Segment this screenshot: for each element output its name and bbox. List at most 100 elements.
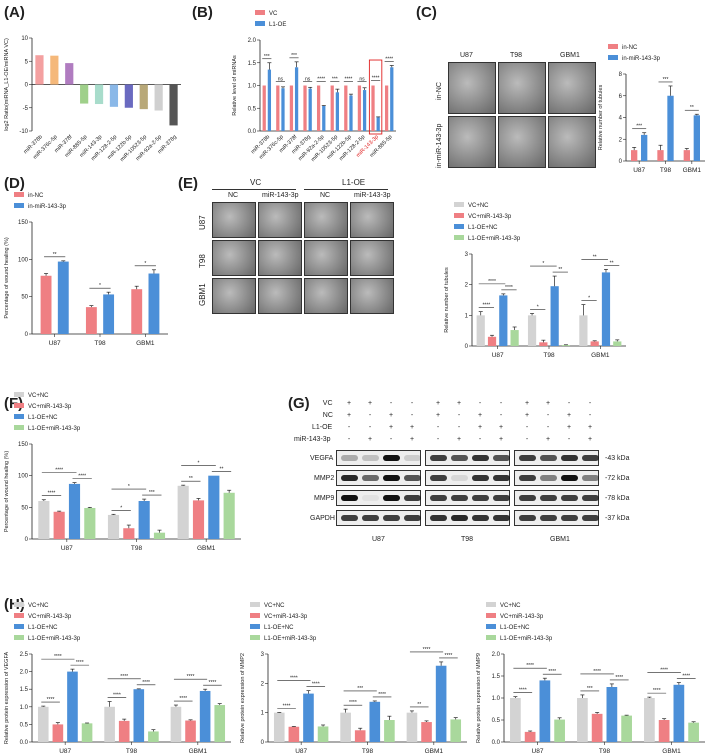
legend-swatch xyxy=(454,213,464,218)
significance-label: ns xyxy=(359,77,365,83)
bar xyxy=(133,689,145,742)
bar xyxy=(371,85,375,131)
significance-label: *** xyxy=(149,490,155,496)
bar xyxy=(554,719,565,742)
significance-label: **** xyxy=(209,680,217,686)
protein-band xyxy=(383,495,400,501)
significance-label: **** xyxy=(76,660,84,666)
protein-band xyxy=(341,455,358,461)
bar xyxy=(169,84,178,126)
legend-swatch xyxy=(250,624,260,629)
significance-label: **** xyxy=(593,669,601,675)
legend-label: VC+miR-143-3p xyxy=(500,614,544,620)
significance-label: ** xyxy=(593,254,597,260)
condition-sign: + xyxy=(388,424,394,431)
micrograph-image xyxy=(212,202,256,238)
micrograph-image xyxy=(350,278,394,314)
bar xyxy=(316,85,321,131)
micrograph-image xyxy=(304,202,348,238)
bar xyxy=(527,315,537,346)
bar xyxy=(68,483,81,539)
legend-swatch xyxy=(14,613,24,618)
condition-sign: - xyxy=(457,412,461,419)
bar xyxy=(131,289,143,334)
chart-h-mmp9: VC+NC VC+miR-143-3p L1-OE+NC L1-OE+miR-143-… xyxy=(476,602,705,755)
protein-band xyxy=(383,475,400,481)
y-tick-label: 0.0 xyxy=(248,129,257,135)
legend-label: L1-OE+miR-143-3p xyxy=(264,636,317,642)
protein-band xyxy=(519,495,536,501)
y-tick-label: 1 xyxy=(465,313,469,319)
condition-label: L1-OE xyxy=(312,424,333,431)
cell-line-label: U87 xyxy=(372,536,385,543)
y-axis-label: Relative number of tubules xyxy=(444,267,450,333)
y-tick-label: 10 xyxy=(21,36,28,42)
bar xyxy=(539,342,548,346)
protein-band xyxy=(561,515,578,521)
bar xyxy=(37,706,49,742)
significance-label: **** xyxy=(682,674,690,680)
y-tick-label: 1.0 xyxy=(492,696,501,702)
micrograph-row-label: U87 xyxy=(198,215,207,230)
micrograph-image xyxy=(258,202,302,238)
bar xyxy=(109,84,119,107)
significance-label: ** xyxy=(417,702,421,708)
protein-band xyxy=(493,515,510,521)
legend-swatch xyxy=(14,392,24,397)
bar xyxy=(579,315,588,346)
chart-c: in-NC in-miR-143-3p Relative number of tub… xyxy=(598,44,705,174)
legend-swatch xyxy=(14,624,24,629)
protein-band xyxy=(540,515,557,521)
bar xyxy=(644,698,655,742)
condition-sign: + xyxy=(456,400,462,407)
condition-label: NC xyxy=(322,412,333,419)
legend-swatch xyxy=(14,425,24,430)
protein-band xyxy=(493,495,510,501)
significance-label: **** xyxy=(48,491,56,497)
bar xyxy=(354,730,366,742)
legend-label: VC+miR-143-3p xyxy=(264,614,308,620)
protein-label: MMP9 xyxy=(314,495,335,502)
micrograph-image xyxy=(350,202,394,238)
micrograph-image xyxy=(448,62,496,114)
bar xyxy=(667,95,674,161)
condition-sign: - xyxy=(347,436,351,443)
bar xyxy=(673,684,685,742)
condition-sign: - xyxy=(457,424,461,431)
protein-band xyxy=(383,455,400,461)
y-tick-label: 0 xyxy=(619,159,623,165)
bar xyxy=(476,315,485,346)
y-axis-label: Relative level of miRNAs xyxy=(232,55,238,116)
y-tick-label: 50 xyxy=(21,505,28,511)
bar xyxy=(288,726,300,742)
protein-band xyxy=(582,495,599,501)
condition-sign: + xyxy=(477,412,483,419)
protein-band xyxy=(362,455,379,461)
y-tick-label: 2.0 xyxy=(248,38,257,44)
y-axis-label: Percentage of wound healing (%) xyxy=(4,237,10,318)
significance-label: **** xyxy=(317,77,325,83)
significance-label: ** xyxy=(558,267,562,273)
condition-sign: + xyxy=(587,436,593,443)
micrograph-image xyxy=(548,116,596,168)
micrograph-image xyxy=(498,116,546,168)
chart-e: VC+NC VC+miR-143-3p L1-OE+NC L1-OE+miR-143-… xyxy=(444,202,626,359)
x-tick-label: T98 xyxy=(362,748,374,755)
cell-line-label: T98 xyxy=(461,536,474,543)
x-tick-label: GBM1 xyxy=(189,748,208,755)
condition-sign: - xyxy=(546,412,550,419)
legend-label: VC+NC xyxy=(28,603,49,609)
condition-sign: + xyxy=(498,424,504,431)
y-tick-label: 2.0 xyxy=(492,652,501,658)
micrograph-row-label: GBM1 xyxy=(198,283,207,306)
y-tick-label: 2 xyxy=(261,681,265,687)
bar xyxy=(153,532,166,539)
y-tick-label: 0.0 xyxy=(20,740,29,746)
legend-swatch xyxy=(255,21,265,26)
bar xyxy=(103,294,115,334)
legend-swatch xyxy=(255,10,265,15)
bar xyxy=(294,67,299,131)
x-tick-label: U87 xyxy=(61,545,73,552)
panel-label-g: (G) xyxy=(288,395,310,412)
y-axis-label: Relative protein expression of MMP9 xyxy=(476,653,482,743)
